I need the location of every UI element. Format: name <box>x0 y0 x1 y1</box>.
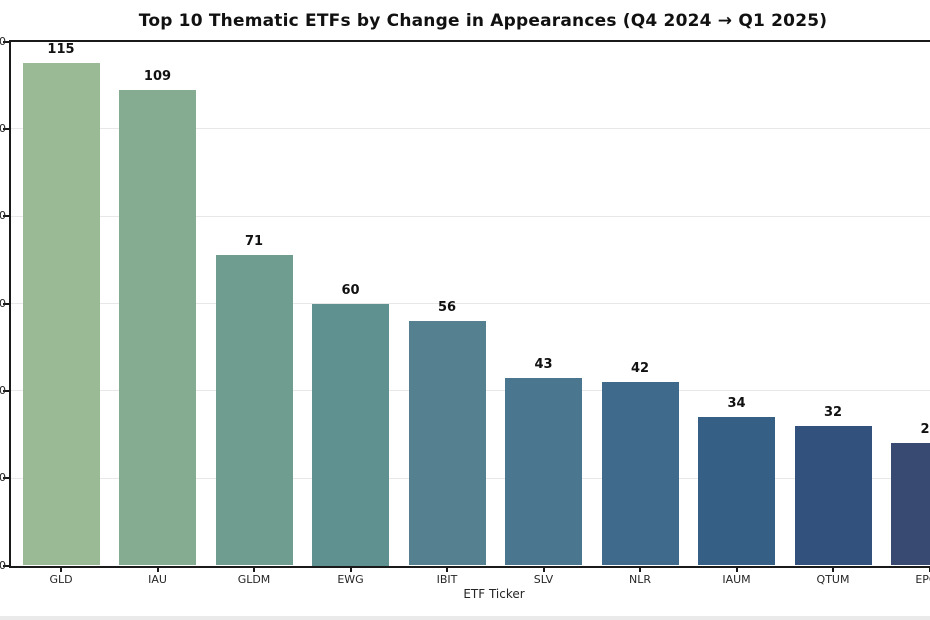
y-tick-mark <box>3 215 9 218</box>
x-tick-mark <box>60 567 62 572</box>
x-tick-mark <box>542 567 545 572</box>
y-tick-label: 20 <box>0 471 6 485</box>
x-tick-label: QTUM <box>816 572 850 586</box>
x-tick-mark <box>349 567 352 572</box>
x-tick-label: IAU <box>148 572 167 586</box>
bar <box>891 443 930 566</box>
x-tick-mark <box>253 567 255 572</box>
bar <box>601 382 679 566</box>
bar <box>794 425 872 566</box>
y-tick-label: 40 <box>0 383 6 397</box>
x-tick-mark <box>735 567 738 572</box>
x-axis-title: ETF Ticker <box>463 587 525 601</box>
y-tick-mark <box>3 564 9 567</box>
bar <box>505 377 582 566</box>
bar-value-label: 109 <box>143 68 172 84</box>
bar <box>119 89 196 566</box>
bar-value-label: 28 <box>920 422 930 438</box>
x-tick-mark <box>156 567 159 572</box>
bar-value-label: 115 <box>47 42 75 58</box>
bar-value-label: 43 <box>534 356 553 372</box>
x-tick-label: GLDM <box>237 572 271 586</box>
bar-value-label: 34 <box>727 396 746 412</box>
bar <box>312 303 389 566</box>
bar-value-label: 42 <box>630 361 650 377</box>
gridline <box>10 215 930 217</box>
x-tick-label: IBIT <box>436 572 458 586</box>
y-tick-label: 80 <box>0 209 6 223</box>
y-tick-label: 60 <box>0 296 6 310</box>
bar-value-label: 71 <box>244 234 264 250</box>
bottom-spine <box>8 565 930 568</box>
y-tick-mark <box>3 127 9 130</box>
x-tick-label: SLV <box>533 572 554 586</box>
bar-value-label: 60 <box>341 282 360 298</box>
top-spine <box>8 40 930 42</box>
x-tick-label: NLR <box>629 572 651 586</box>
x-tick-mark <box>446 567 448 572</box>
y-tick-label: 120 <box>0 34 6 48</box>
y-tick-mark <box>3 302 9 305</box>
bar <box>215 255 293 566</box>
x-tick-mark <box>928 567 930 572</box>
x-tick-label: EPOL <box>915 572 930 586</box>
chart-title: Top 10 Thematic ETFs by Change in Appear… <box>138 11 828 31</box>
y-tick-label: 100 <box>0 121 6 135</box>
bar <box>408 320 486 566</box>
y-tick-mark <box>3 40 9 43</box>
bottom-edge <box>0 616 930 620</box>
x-tick-label: IAUM <box>722 572 751 586</box>
bar-value-label: 32 <box>823 404 843 420</box>
x-tick-mark <box>832 567 834 572</box>
gridline <box>10 303 930 304</box>
bar-value-label: 56 <box>437 299 457 315</box>
gridline <box>10 128 930 130</box>
left-spine <box>8 40 11 568</box>
x-tick-label: EWG <box>337 572 364 586</box>
bar <box>698 417 775 566</box>
y-tick-label: 0 <box>0 558 6 572</box>
x-tick-mark <box>639 567 641 572</box>
y-tick-mark <box>3 389 9 392</box>
bar <box>22 63 100 566</box>
y-tick-mark <box>3 477 9 480</box>
x-tick-label: GLD <box>49 572 73 586</box>
